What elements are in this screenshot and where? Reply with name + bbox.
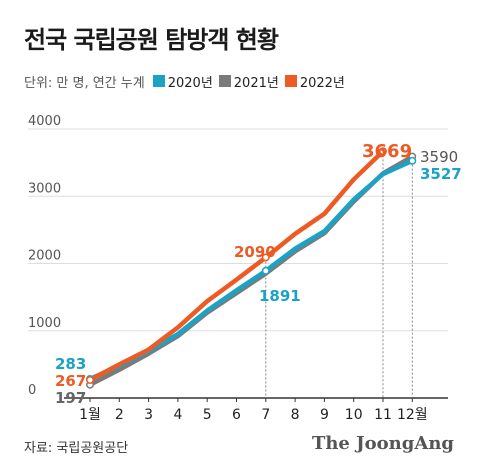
legend-item-2020: 2020년 bbox=[152, 72, 213, 91]
legend-swatch-2020 bbox=[152, 75, 165, 87]
data-point-marker bbox=[86, 376, 94, 384]
legend-swatch-2022 bbox=[284, 75, 297, 87]
brand-logo: The JoongAng bbox=[311, 433, 454, 454]
x-tick-label: 1월 bbox=[79, 407, 101, 423]
x-tick-label: 2 bbox=[115, 407, 124, 423]
legend-label-2020: 2020년 bbox=[167, 75, 213, 91]
data-label-2021-dec: 3590 bbox=[420, 148, 458, 166]
legend-label-2022: 2022년 bbox=[299, 75, 345, 91]
y-tick-label: 0 bbox=[28, 383, 36, 398]
data-label-2020-dec: 3527 bbox=[420, 165, 462, 183]
legend: 단위: 만 명, 연간 누계 2020년 2021년 2022년 bbox=[24, 72, 351, 91]
legend-item-2021: 2021년 bbox=[218, 72, 279, 91]
y-tick-label: 1000 bbox=[28, 316, 61, 331]
source-note: 자료: 국립공원공단 bbox=[24, 441, 129, 456]
data-label-2020-jan: 283 bbox=[55, 355, 86, 373]
y-tick-label: 3000 bbox=[28, 181, 61, 196]
data-point-marker bbox=[261, 266, 270, 275]
y-tick-label: 4000 bbox=[28, 114, 61, 129]
chart-title: 전국 국립공원 탐방객 현황 bbox=[24, 26, 279, 54]
x-tick-label: 10 bbox=[345, 407, 363, 423]
legend-label-2021: 2021년 bbox=[233, 75, 279, 91]
x-tick-label: 8 bbox=[291, 407, 300, 423]
data-label-2022-nov: 3669 bbox=[362, 141, 412, 162]
x-tick-label: 9 bbox=[320, 407, 329, 423]
x-tick-label: 3 bbox=[144, 407, 153, 423]
unit-label: 단위: 만 명, 연간 누계 bbox=[24, 75, 145, 91]
data-point-marker bbox=[379, 147, 387, 156]
x-tick-label: 5 bbox=[203, 407, 212, 423]
legend-item-2022: 2022년 bbox=[284, 72, 345, 91]
x-tick-label: 4 bbox=[173, 407, 182, 423]
x-tick-label: 7 bbox=[261, 407, 270, 423]
x-tick-label: 12월 bbox=[397, 407, 428, 423]
data-label-2022-jul: 2090 bbox=[234, 243, 276, 261]
data-point-marker bbox=[408, 156, 417, 165]
y-tick-label: 2000 bbox=[28, 249, 61, 264]
legend-swatch-2021 bbox=[218, 75, 231, 87]
data-label-2020-jul: 1891 bbox=[259, 287, 301, 305]
x-tick-label: 6 bbox=[232, 407, 241, 423]
data-label-2022-jan: 267 bbox=[55, 372, 86, 390]
series-line-2022 bbox=[87, 149, 386, 383]
data-point-marker bbox=[261, 253, 270, 262]
x-tick-label: 11 bbox=[374, 407, 392, 423]
data-label-2021-jan: 197 bbox=[55, 389, 86, 407]
